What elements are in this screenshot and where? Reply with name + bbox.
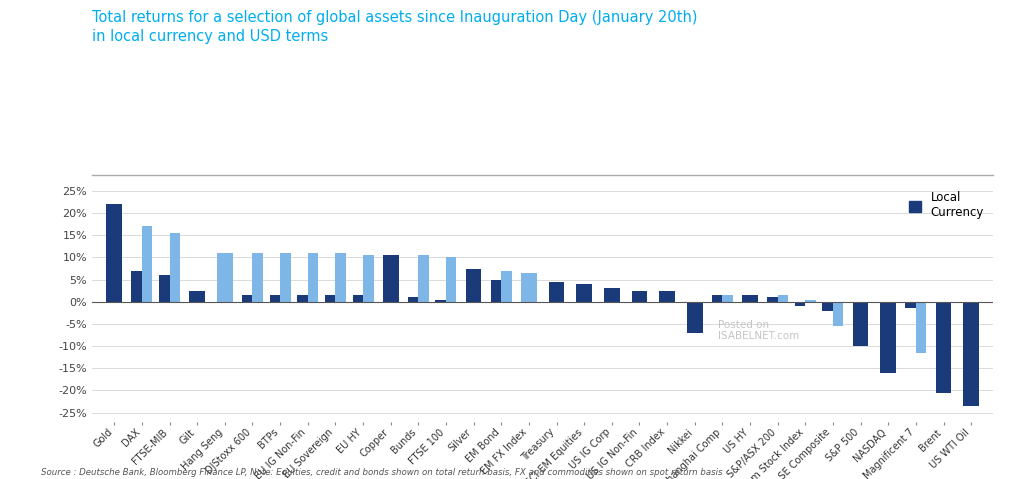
Bar xyxy=(881,302,896,373)
Bar xyxy=(853,302,868,346)
Bar xyxy=(767,297,777,302)
Bar xyxy=(632,291,647,302)
Bar xyxy=(659,291,675,302)
Bar xyxy=(549,282,564,302)
Bar xyxy=(915,302,927,353)
Bar xyxy=(170,233,180,302)
Bar xyxy=(336,253,346,302)
Bar xyxy=(805,299,816,302)
Bar xyxy=(142,227,153,302)
Legend: Local
Currency: Local Currency xyxy=(905,188,987,223)
Bar xyxy=(777,295,788,302)
Text: Source : Deutsche Bank, Bloomberg Finance LP, Note: Equities, credit and bonds s: Source : Deutsche Bank, Bloomberg Financ… xyxy=(41,468,723,477)
Bar xyxy=(281,253,291,302)
Bar xyxy=(521,273,537,302)
Text: Total returns for a selection of global assets since Inauguration Day (January 2: Total returns for a selection of global … xyxy=(92,10,697,45)
Bar xyxy=(159,275,170,302)
Bar xyxy=(833,302,844,326)
Bar xyxy=(502,271,512,302)
Bar xyxy=(687,302,702,333)
Bar xyxy=(352,295,364,302)
Bar xyxy=(742,295,758,302)
Bar xyxy=(131,271,142,302)
Bar xyxy=(364,255,374,302)
Bar xyxy=(722,295,733,302)
Bar xyxy=(189,291,205,302)
Bar xyxy=(712,295,722,302)
Bar xyxy=(435,299,446,302)
Bar xyxy=(604,288,620,302)
Bar xyxy=(936,302,951,393)
Bar xyxy=(217,253,232,302)
Bar xyxy=(822,302,833,311)
Bar xyxy=(297,295,308,302)
Bar xyxy=(964,302,979,406)
Bar xyxy=(795,302,805,306)
Bar xyxy=(905,302,915,308)
Bar xyxy=(419,255,429,302)
Bar xyxy=(577,284,592,302)
Bar xyxy=(308,253,318,302)
Bar xyxy=(466,269,481,302)
Bar xyxy=(383,255,398,302)
Bar xyxy=(408,297,419,302)
Bar xyxy=(269,295,281,302)
Bar xyxy=(325,295,336,302)
Text: Posted on
ISABELNET.com: Posted on ISABELNET.com xyxy=(719,319,800,342)
Bar xyxy=(490,280,502,302)
Bar xyxy=(446,257,457,302)
Bar xyxy=(242,295,253,302)
Bar xyxy=(106,204,122,302)
Bar xyxy=(253,253,263,302)
